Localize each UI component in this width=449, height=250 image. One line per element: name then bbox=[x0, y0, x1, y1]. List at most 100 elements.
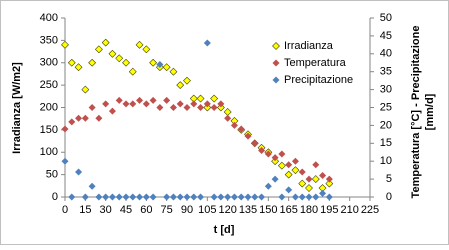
data-point bbox=[129, 193, 137, 201]
data-point bbox=[176, 100, 184, 108]
data-point bbox=[183, 104, 191, 111]
data-point bbox=[94, 45, 103, 54]
data-point bbox=[142, 100, 150, 108]
legend-label: Precipitazione bbox=[284, 74, 353, 86]
data-point bbox=[210, 104, 218, 111]
data-point bbox=[319, 189, 327, 197]
x-tick-label: 195 bbox=[320, 204, 338, 216]
data-point bbox=[312, 193, 320, 201]
x-tick-label: 30 bbox=[100, 204, 112, 216]
data-point bbox=[278, 150, 286, 158]
data-point bbox=[264, 182, 272, 190]
y2-tick-label: 40 bbox=[380, 48, 392, 60]
data-point bbox=[230, 121, 238, 129]
data-point bbox=[176, 193, 184, 201]
data-point bbox=[305, 193, 313, 201]
data-point bbox=[298, 193, 306, 201]
data-point bbox=[190, 193, 198, 201]
x-tick-label: 0 bbox=[62, 204, 68, 216]
data-point bbox=[115, 193, 123, 201]
y-tick-label: 150 bbox=[40, 124, 58, 136]
data-point bbox=[237, 193, 245, 201]
data-point bbox=[298, 168, 306, 176]
data-point bbox=[217, 100, 225, 108]
data-point bbox=[203, 100, 211, 108]
legend-marker bbox=[272, 42, 280, 50]
data-point bbox=[169, 193, 177, 201]
x-tick-label: 45 bbox=[120, 204, 132, 216]
data-point bbox=[136, 96, 144, 104]
data-point bbox=[88, 104, 96, 111]
data-point bbox=[149, 58, 158, 67]
y2-tick-label: 20 bbox=[380, 119, 392, 131]
data-point bbox=[176, 81, 185, 90]
data-point bbox=[156, 104, 164, 111]
x-tick-label: 135 bbox=[239, 204, 257, 216]
y2-tick-label: 45 bbox=[380, 30, 392, 42]
data-point bbox=[74, 63, 83, 72]
data-point bbox=[122, 193, 130, 201]
y2-tick-label: 5 bbox=[386, 173, 392, 185]
data-point bbox=[149, 193, 157, 201]
data-point bbox=[284, 170, 293, 179]
y-tick-label: 250 bbox=[40, 79, 58, 91]
data-point bbox=[237, 125, 245, 133]
y-tick-label: 400 bbox=[40, 12, 58, 24]
data-point bbox=[190, 100, 198, 108]
data-point bbox=[163, 193, 171, 201]
data-point bbox=[312, 161, 320, 169]
y2-tick-label: 15 bbox=[380, 137, 392, 149]
y2-tick-label: 25 bbox=[380, 101, 392, 113]
data-point bbox=[298, 179, 307, 188]
x-tick-label: 90 bbox=[181, 204, 193, 216]
x-tick-label: 210 bbox=[340, 204, 358, 216]
data-point bbox=[61, 157, 69, 165]
data-point bbox=[68, 193, 76, 201]
data-point bbox=[128, 67, 137, 76]
data-point bbox=[325, 175, 333, 183]
x-tick-label: 150 bbox=[259, 204, 277, 216]
data-point bbox=[136, 193, 144, 201]
data-point bbox=[325, 193, 333, 201]
data-point bbox=[129, 100, 137, 108]
data-point bbox=[108, 107, 116, 115]
data-point bbox=[251, 193, 259, 201]
data-point bbox=[156, 61, 164, 69]
data-point bbox=[271, 175, 279, 183]
data-point bbox=[224, 114, 232, 122]
data-point bbox=[203, 103, 212, 112]
data-point bbox=[61, 40, 69, 49]
data-point bbox=[115, 96, 123, 104]
data-point bbox=[210, 193, 218, 201]
x-tick-label: 120 bbox=[218, 204, 236, 216]
data-point bbox=[278, 193, 286, 201]
data-point bbox=[197, 193, 205, 201]
x-tick-label: 225 bbox=[361, 204, 379, 216]
data-point bbox=[285, 161, 293, 169]
data-point bbox=[162, 63, 171, 72]
data-point bbox=[291, 193, 299, 201]
data-point bbox=[88, 182, 96, 190]
x-tick-label: 165 bbox=[279, 204, 297, 216]
data-point bbox=[224, 193, 232, 201]
data-point bbox=[81, 85, 90, 94]
data-point bbox=[163, 96, 171, 104]
data-point bbox=[230, 193, 238, 201]
data-point bbox=[291, 157, 299, 165]
data-point bbox=[142, 193, 150, 201]
data-point bbox=[258, 193, 266, 201]
data-point bbox=[169, 67, 178, 76]
legend-label: Temperatura bbox=[284, 57, 347, 69]
data-point bbox=[122, 100, 130, 108]
data-point bbox=[149, 96, 157, 104]
y2-tick-label: 35 bbox=[380, 66, 392, 78]
y-tick-label: 100 bbox=[40, 146, 58, 158]
data-point bbox=[197, 104, 205, 111]
data-point bbox=[325, 179, 334, 188]
data-point bbox=[305, 184, 313, 192]
data-point bbox=[108, 193, 116, 201]
data-point bbox=[169, 104, 177, 111]
data-point bbox=[291, 166, 300, 175]
data-point bbox=[251, 139, 259, 147]
